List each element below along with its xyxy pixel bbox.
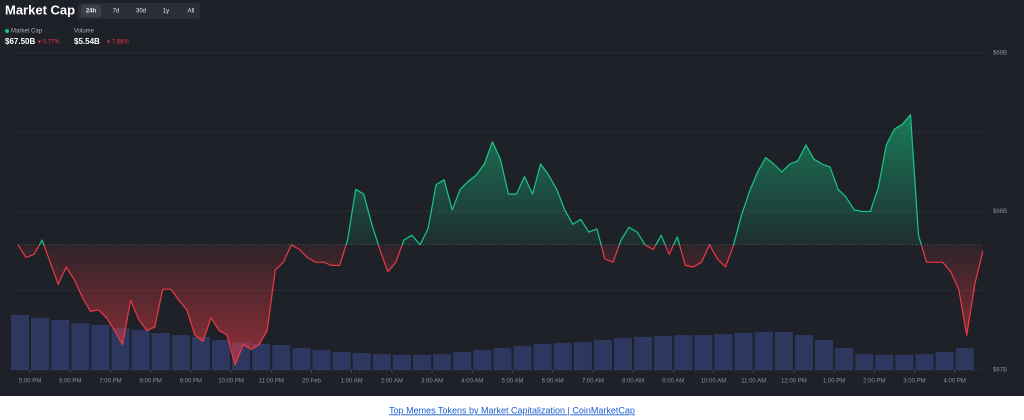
legend-name: Volume xyxy=(74,29,95,35)
x-tick-label: 3:00 PM xyxy=(903,379,925,385)
volume-bar xyxy=(794,335,813,370)
volume-bar xyxy=(473,349,492,370)
x-tick-label: 20 Feb xyxy=(302,379,321,385)
y-tick-label: $67B xyxy=(993,368,1007,374)
volume-bar xyxy=(51,319,70,370)
volume-bar xyxy=(71,323,90,370)
volume-bar xyxy=(292,348,311,370)
volume-bar xyxy=(372,354,391,370)
area-fill xyxy=(18,114,983,366)
x-tick-label: 2:00 AM xyxy=(381,379,403,385)
volume-bar xyxy=(814,340,834,370)
volume-bar xyxy=(654,335,673,370)
volume-bar xyxy=(433,354,452,370)
volume-bar xyxy=(131,329,150,370)
volume-bar xyxy=(533,343,552,370)
range-tab-active[interactable] xyxy=(81,5,101,17)
legend-change: ▾ 0.77% xyxy=(38,40,60,46)
volume-bar xyxy=(412,354,432,370)
range-tab[interactable]: 30d xyxy=(136,9,146,15)
volume-bar xyxy=(31,317,50,370)
volume-bar xyxy=(171,335,190,370)
x-tick-label: 2:00 PM xyxy=(863,379,885,385)
x-tick-label: 10:00 AM xyxy=(701,379,726,385)
range-tab[interactable]: All xyxy=(188,9,195,15)
volume-bar xyxy=(935,352,954,370)
volume-bar xyxy=(191,336,210,370)
volume-bar xyxy=(272,344,291,370)
x-tick-label: 9:00 AM xyxy=(662,379,684,385)
range-tab[interactable]: 7d xyxy=(113,9,120,15)
volume-bar xyxy=(493,348,512,370)
x-tick-label: 6:00 AM xyxy=(542,379,564,385)
x-tick-label: 6:00 PM xyxy=(59,379,81,385)
legend-name: Market Cap xyxy=(11,29,43,35)
volume-bar xyxy=(613,337,633,370)
chart-title: Market Cap xyxy=(5,2,75,17)
volume-bar xyxy=(915,354,934,370)
volume-bar xyxy=(352,353,371,370)
range-tabs xyxy=(78,3,200,19)
volume-bar xyxy=(573,342,592,370)
volume-bar xyxy=(10,315,30,370)
volume-bar xyxy=(453,352,472,370)
volume-bar xyxy=(774,331,793,370)
volume-bar xyxy=(674,335,693,370)
legend-value: $5.54B xyxy=(74,37,100,46)
volume-bar xyxy=(513,346,532,370)
x-tick-label: 11:00 PM xyxy=(259,379,284,385)
range-tab[interactable]: 1y xyxy=(163,9,169,15)
x-tick-label: 11:00 AM xyxy=(741,379,766,385)
x-tick-label: 4:00 PM xyxy=(943,379,965,385)
volume-bar xyxy=(211,340,231,370)
y-tick-label: $68B xyxy=(993,209,1007,215)
line xyxy=(17,114,984,366)
x-tick-label: 3:00 AM xyxy=(421,379,443,385)
range-tab[interactable]: 24h xyxy=(86,9,97,15)
legend-value: $67.50B xyxy=(5,37,35,46)
volume-bar xyxy=(392,354,411,370)
x-tick-label: 8:00 PM xyxy=(139,379,161,385)
volume-bar xyxy=(875,354,894,370)
volume-bar xyxy=(855,354,874,370)
volume-bar xyxy=(553,342,572,370)
x-tick-label: 12:00 PM xyxy=(781,379,807,385)
x-tick-label: 9:00 PM xyxy=(180,379,202,385)
x-tick-label: 1:00 AM xyxy=(341,379,363,385)
x-tick-label: 7:00 AM xyxy=(582,379,604,385)
volume-bar xyxy=(151,333,170,370)
legend-dot xyxy=(5,29,9,33)
x-tick-label: 5:00 AM xyxy=(501,379,523,385)
volume-bar xyxy=(111,328,130,370)
volume-bar xyxy=(955,348,974,370)
volume-bar xyxy=(734,333,753,370)
volume-bar xyxy=(694,335,713,370)
y-tick-label: $69B xyxy=(993,51,1007,57)
volume-bar xyxy=(252,343,271,370)
volume-bar xyxy=(634,336,653,370)
x-tick-label: 5:00 PM xyxy=(19,379,41,385)
volume-bar xyxy=(835,348,854,370)
volume-bar xyxy=(593,340,612,370)
volume-bar xyxy=(754,331,773,370)
x-tick-label: 1:00 PM xyxy=(823,379,845,385)
volume-bar xyxy=(332,352,351,370)
x-tick-label: 4:00 AM xyxy=(461,379,483,385)
volume-bar xyxy=(714,334,733,370)
legend-change: ▾ 7.88% xyxy=(107,40,129,46)
volume-bar xyxy=(312,349,331,370)
x-tick-label: 7:00 PM xyxy=(99,379,121,385)
volume-bar xyxy=(895,354,914,370)
volume-bar xyxy=(91,324,110,370)
x-tick-label: 8:00 AM xyxy=(622,379,644,385)
x-tick-label: 10:00 PM xyxy=(218,379,244,385)
footer-link[interactable]: Top Memes Tokens by Market Capitalizatio… xyxy=(389,405,635,415)
